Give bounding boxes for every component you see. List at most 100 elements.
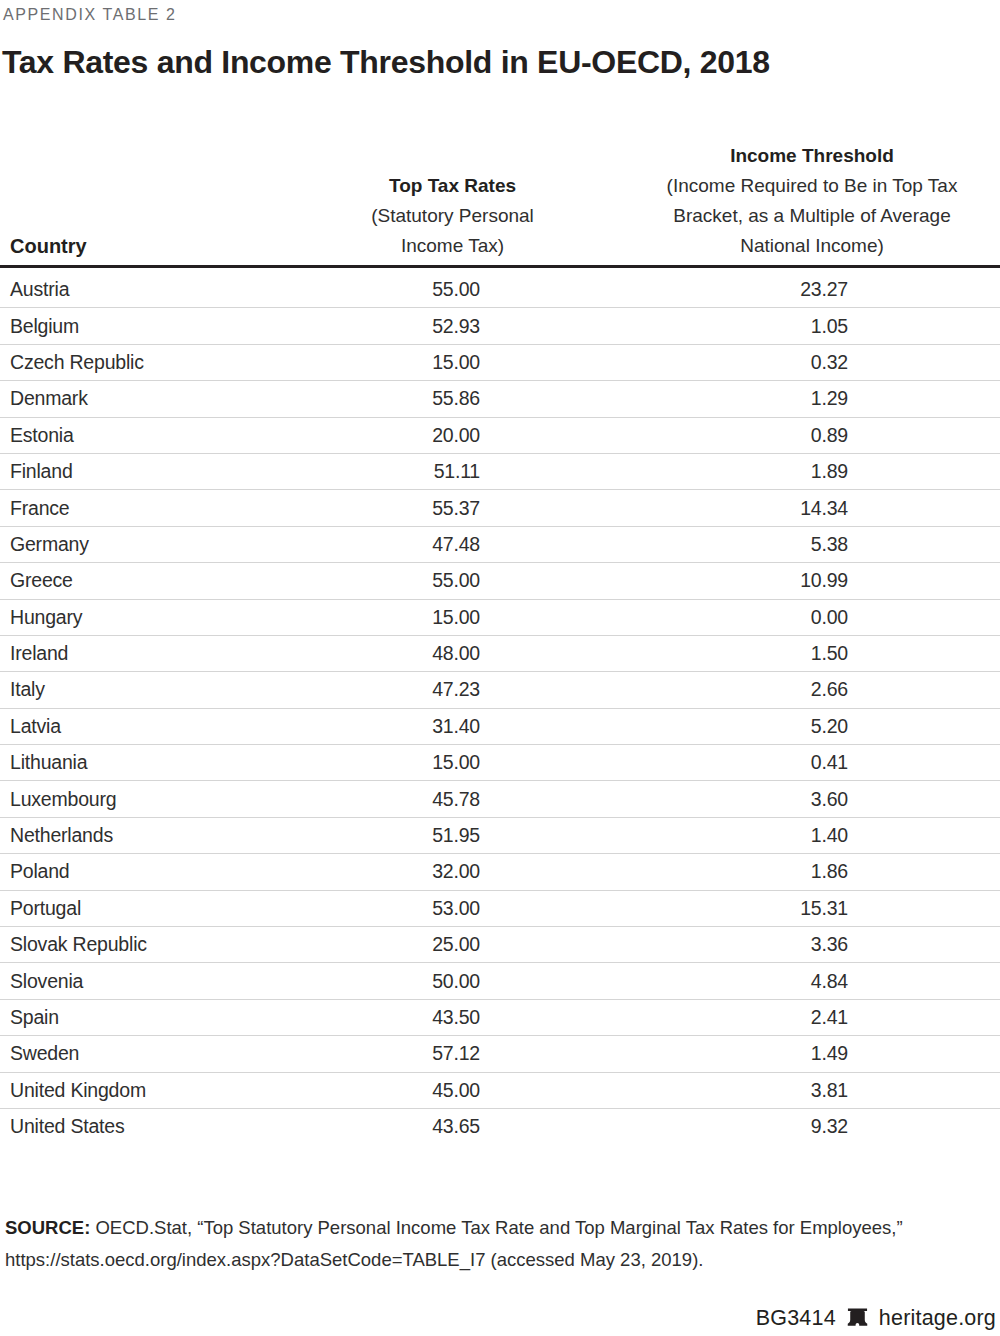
tax-rate-cell: 20.00 <box>330 424 480 447</box>
tax-rate-cell: 25.00 <box>330 933 480 956</box>
country-cell: France <box>0 497 330 520</box>
country-cell: Germany <box>0 533 330 556</box>
country-cell: Slovak Republic <box>0 933 330 956</box>
footer: BG3414 heritage.org <box>756 1302 996 1334</box>
threshold-cell: 9.32 <box>480 1115 848 1138</box>
table-body: Austria 55.00 23.27 Belgium 52.93 1.05 C… <box>0 271 1000 1144</box>
country-cell: Denmark <box>0 387 330 410</box>
country-cell: Netherlands <box>0 824 330 847</box>
country-cell: Sweden <box>0 1042 330 1065</box>
table-row: Belgium 52.93 1.05 <box>0 307 1000 343</box>
threshold-cell: 5.38 <box>480 533 848 556</box>
table-row: Netherlands 51.95 1.40 <box>0 817 1000 853</box>
tax-rate-cell: 52.93 <box>330 315 480 338</box>
source-text: OECD.Stat, “Top Statutory Personal Incom… <box>95 1217 902 1238</box>
tax-rate-cell: 47.23 <box>330 678 480 701</box>
tax-rate-cell: 43.65 <box>330 1115 480 1138</box>
column-header-country: Country <box>10 231 87 261</box>
table-row: Poland 32.00 1.86 <box>0 853 1000 889</box>
table-header: Country Top Tax Rates (Statutory Persona… <box>0 146 1000 268</box>
threshold-cell: 1.50 <box>480 642 848 665</box>
table-row: Austria 55.00 23.27 <box>0 271 1000 307</box>
country-cell: Estonia <box>0 424 330 447</box>
tax-rate-cell: 57.12 <box>330 1042 480 1065</box>
tax-rate-cell: 51.95 <box>330 824 480 847</box>
threshold-cell: 0.32 <box>480 351 848 374</box>
table-row: Latvia 31.40 5.20 <box>0 708 1000 744</box>
document-id: BG3414 <box>756 1306 836 1331</box>
table-row: Lithuania 15.00 0.41 <box>0 744 1000 780</box>
country-cell: Luxembourg <box>0 788 330 811</box>
tax-rate-cell: 31.40 <box>330 715 480 738</box>
threshold-cell: 5.20 <box>480 715 848 738</box>
table-eyebrow: APPENDIX TABLE 2 <box>3 6 177 24</box>
threshold-cell: 3.81 <box>480 1079 848 1102</box>
liberty-bell-icon <box>845 1307 870 1329</box>
tax-rate-cell: 55.86 <box>330 387 480 410</box>
table-row: United Kingdom 45.00 3.81 <box>0 1072 1000 1108</box>
threshold-cell: 4.84 <box>480 970 848 993</box>
country-cell: United States <box>0 1115 330 1138</box>
country-cell: Czech Republic <box>0 351 330 374</box>
threshold-cell: 2.66 <box>480 678 848 701</box>
tax-rate-cell: 48.00 <box>330 642 480 665</box>
table-row: United States 43.65 9.32 <box>0 1108 1000 1144</box>
table-row: France 55.37 14.34 <box>0 489 1000 525</box>
threshold-cell: 3.36 <box>480 933 848 956</box>
table-row: Slovenia 50.00 4.84 <box>0 962 1000 998</box>
table-row: Slovak Republic 25.00 3.36 <box>0 926 1000 962</box>
country-cell: Lithuania <box>0 751 330 774</box>
page-title: Tax Rates and Income Threshold in EU-OEC… <box>2 44 962 81</box>
threshold-cell: 23.27 <box>480 278 848 301</box>
source-label: SOURCE: <box>5 1217 90 1238</box>
country-cell: Poland <box>0 860 330 883</box>
table-row: Germany 47.48 5.38 <box>0 526 1000 562</box>
threshold-cell: 3.60 <box>480 788 848 811</box>
column-header-income-threshold-subtitle: (Income Required to Be in Top Tax Bracke… <box>657 171 967 261</box>
appendix-table-page: APPENDIX TABLE 2 Tax Rates and Income Th… <box>0 0 1000 1336</box>
country-cell: Slovenia <box>0 970 330 993</box>
column-header-income-threshold-title: Income Threshold <box>730 145 894 166</box>
threshold-cell: 0.00 <box>480 606 848 629</box>
source-note: SOURCE: OECD.Stat, “Top Statutory Person… <box>5 1212 995 1276</box>
tax-rate-cell: 53.00 <box>330 897 480 920</box>
table-row: Portugal 53.00 15.31 <box>0 890 1000 926</box>
country-cell: Latvia <box>0 715 330 738</box>
site-name: heritage.org <box>879 1306 996 1331</box>
table-row: Italy 47.23 2.66 <box>0 671 1000 707</box>
country-cell: Portugal <box>0 897 330 920</box>
tax-rate-cell: 51.11 <box>330 460 480 483</box>
column-header-top-tax-rates: Top Tax Rates (Statutory Personal Income… <box>350 171 555 261</box>
table-row: Luxembourg 45.78 3.60 <box>0 780 1000 816</box>
tax-rate-cell: 45.78 <box>330 788 480 811</box>
country-cell: Hungary <box>0 606 330 629</box>
tax-rate-cell: 55.37 <box>330 497 480 520</box>
threshold-cell: 1.29 <box>480 387 848 410</box>
table-row: Sweden 57.12 1.49 <box>0 1035 1000 1071</box>
country-cell: United Kingdom <box>0 1079 330 1102</box>
country-cell: Ireland <box>0 642 330 665</box>
tax-rate-cell: 47.48 <box>330 533 480 556</box>
country-cell: Spain <box>0 1006 330 1029</box>
threshold-cell: 1.05 <box>480 315 848 338</box>
table-row: Denmark 55.86 1.29 <box>0 380 1000 416</box>
threshold-cell: 1.89 <box>480 460 848 483</box>
tax-rate-cell: 45.00 <box>330 1079 480 1102</box>
tax-rate-cell: 50.00 <box>330 970 480 993</box>
tax-rate-cell: 55.00 <box>330 278 480 301</box>
threshold-cell: 10.99 <box>480 569 848 592</box>
country-cell: Greece <box>0 569 330 592</box>
tax-rate-cell: 15.00 <box>330 606 480 629</box>
threshold-cell: 0.41 <box>480 751 848 774</box>
country-cell: Italy <box>0 678 330 701</box>
threshold-cell: 1.86 <box>480 860 848 883</box>
table-row: Czech Republic 15.00 0.32 <box>0 344 1000 380</box>
tax-rate-cell: 32.00 <box>330 860 480 883</box>
column-header-income-threshold: Income Threshold (Income Required to Be … <box>657 141 967 261</box>
column-header-top-tax-rates-subtitle: (Statutory Personal Income Tax) <box>350 201 555 261</box>
threshold-cell: 2.41 <box>480 1006 848 1029</box>
table-row: Greece 55.00 10.99 <box>0 562 1000 598</box>
table-row: Hungary 15.00 0.00 <box>0 599 1000 635</box>
country-cell: Austria <box>0 278 330 301</box>
threshold-cell: 1.40 <box>480 824 848 847</box>
